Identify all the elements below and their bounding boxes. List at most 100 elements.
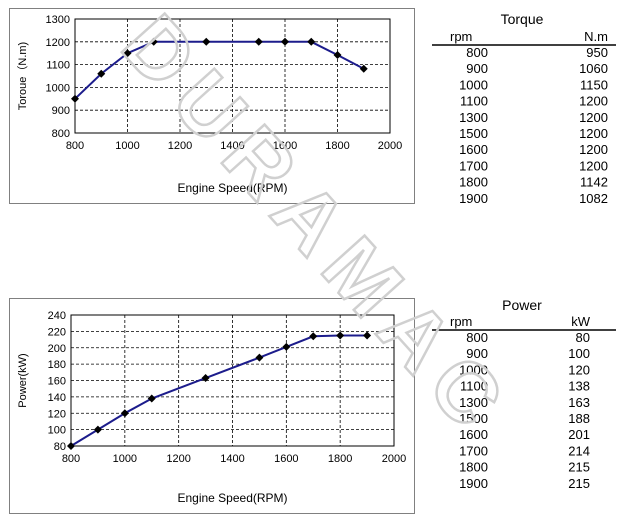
power-table-cell-rpm: 1800 bbox=[459, 460, 488, 475]
power-table-cell-value: 80 bbox=[576, 330, 590, 345]
power-table-cell-rpm: 1000 bbox=[459, 362, 488, 377]
torque-point bbox=[254, 37, 263, 46]
power-ylabel: Power(kW) bbox=[17, 353, 29, 407]
power-xtick-label: 1400 bbox=[220, 453, 244, 465]
torque-xtick-label: 1200 bbox=[168, 140, 192, 152]
power-ytick-label: 140 bbox=[48, 392, 66, 404]
torque-ylabel: Toroue（N.m) bbox=[16, 42, 29, 110]
torque-table-cell-value: 1200 bbox=[579, 94, 608, 109]
power-xtick-label: 1600 bbox=[274, 453, 298, 465]
torque-table-cell-rpm: 1600 bbox=[459, 142, 488, 157]
power-point bbox=[282, 342, 291, 351]
torque-table-cell-value: 1200 bbox=[579, 158, 608, 173]
power-ytick-label: 200 bbox=[48, 343, 66, 355]
power-point bbox=[120, 409, 129, 418]
power-table-cell-rpm: 1900 bbox=[459, 476, 488, 491]
torque-table-cell-rpm: 900 bbox=[466, 61, 488, 76]
power-table-title: Power bbox=[502, 297, 542, 313]
torque-ytick-label: 1100 bbox=[46, 60, 70, 72]
torque-point bbox=[123, 49, 132, 58]
power-ytick-label: 240 bbox=[48, 310, 66, 322]
power-point bbox=[147, 394, 156, 403]
torque-table-cell-rpm: 1800 bbox=[459, 175, 488, 190]
torque-table-cell-rpm: 1000 bbox=[459, 77, 488, 92]
power-ytick-label: 120 bbox=[48, 408, 66, 420]
torque-table-cell-value: 1200 bbox=[579, 110, 608, 125]
power-table-cell-value: 215 bbox=[568, 460, 590, 475]
torque-xlabel: Engine Speed(RPM) bbox=[177, 181, 287, 195]
torque-table-cell-value: 1142 bbox=[580, 175, 608, 190]
torque-table-cell-rpm: 1700 bbox=[459, 158, 488, 173]
power-table-cell-value: 120 bbox=[568, 362, 590, 377]
torque-point bbox=[71, 94, 79, 103]
torque-xtick-label: 1000 bbox=[115, 140, 139, 152]
torque-chart: 800 900 1000 1100 1200 1300 800 1000 1200 1400 160… bbox=[9, 8, 415, 204]
power-table-cell-value: 214 bbox=[568, 443, 590, 458]
power-table-cell-value: 215 bbox=[568, 476, 590, 491]
torque-frame bbox=[9, 8, 415, 204]
torque-point bbox=[97, 69, 106, 78]
power-point bbox=[93, 425, 102, 434]
torque-point bbox=[149, 37, 158, 46]
torque-point bbox=[307, 37, 316, 46]
power-point bbox=[201, 374, 210, 383]
torque-table-cell-rpm: 1300 bbox=[459, 110, 488, 125]
torque-xtick-label: 1600 bbox=[273, 140, 297, 152]
torque-table-panel: Torque rpm N.m 800 950 900 1060 1000 1150 1100 120… bbox=[430, 8, 620, 208]
torque-table-cell-value: 950 bbox=[586, 45, 608, 60]
power-table-cell-value: 163 bbox=[568, 395, 590, 410]
torque-point bbox=[281, 37, 289, 46]
torque-point bbox=[359, 64, 368, 73]
power-ytick-label: 80 bbox=[54, 441, 66, 453]
power-table-cell-value: 100 bbox=[568, 346, 590, 361]
power-series-line bbox=[70, 334, 368, 447]
power-table-cell-value: 188 bbox=[568, 411, 590, 426]
power-table-cell-rpm: 1700 bbox=[459, 443, 488, 458]
power-table-cell-rpm: 1300 bbox=[459, 395, 488, 410]
power-ytick-label: 160 bbox=[48, 376, 66, 388]
power-table-cell-value: 138 bbox=[568, 379, 590, 394]
power-point bbox=[309, 332, 318, 341]
power-xtick-label: 1200 bbox=[166, 453, 190, 465]
torque-point bbox=[202, 37, 211, 46]
torque-table-col-header: rpm bbox=[450, 29, 472, 44]
torque-ytick-label: 1000 bbox=[46, 82, 70, 94]
power-xtick-label: 2000 bbox=[382, 453, 406, 465]
power-plot-area bbox=[70, 314, 395, 447]
torque-chart-panel: 800 900 1000 1100 1200 1300 800 1000 1200 1400 160… bbox=[9, 8, 415, 204]
power-xtick-label: 1000 bbox=[113, 453, 137, 465]
power-point bbox=[363, 331, 372, 340]
power-table-cell-value: 201 bbox=[568, 427, 590, 442]
torque-series-line bbox=[74, 40, 365, 100]
torque-table-cell-value: 1150 bbox=[580, 77, 608, 92]
power-table-cell-rpm: 900 bbox=[466, 346, 488, 361]
torque-table-cell-value: 1200 bbox=[579, 142, 608, 157]
power-chart-panel: 80 100 120 140 160 180 200 220 240 800 1000 1200 140… bbox=[9, 298, 415, 514]
power-table-cell-rpm: 1500 bbox=[459, 411, 488, 426]
torque-table-title: Torque bbox=[501, 11, 544, 27]
power-table-cell-rpm: 1600 bbox=[459, 427, 488, 442]
power-xtick-label: 1800 bbox=[328, 453, 352, 465]
torque-table-cell-value: 1060 bbox=[579, 61, 608, 76]
power-xtick-label: 800 bbox=[62, 453, 80, 465]
power-ytick-label: 180 bbox=[48, 359, 66, 371]
torque-table-cell-rpm: 800 bbox=[466, 45, 488, 60]
torque-ytick-label: 1200 bbox=[46, 37, 70, 49]
torque-table: Torque rpm N.m 800 950 900 1060 1000 1150 1100 120… bbox=[432, 11, 616, 206]
torque-table-col-header: N.m bbox=[584, 29, 608, 44]
power-frame bbox=[9, 298, 415, 514]
power-table-col-header: rpm bbox=[450, 314, 472, 329]
torque-table-cell-rpm: 1100 bbox=[460, 94, 488, 109]
torque-ytick-label: 1300 bbox=[46, 14, 70, 26]
power-table-cell-rpm: 1100 bbox=[460, 379, 488, 394]
power-table-cell-rpm: 800 bbox=[466, 330, 488, 345]
torque-table-cell-rpm: 1500 bbox=[459, 126, 488, 141]
power-point bbox=[255, 353, 264, 362]
power-ytick-label: 220 bbox=[48, 326, 66, 338]
power-table-col-header: kW bbox=[571, 314, 591, 329]
power-ytick-label: 100 bbox=[48, 425, 66, 437]
torque-table-cell-value: 1200 bbox=[579, 126, 608, 141]
power-chart: 80 100 120 140 160 180 200 220 240 800 1000 1200 140… bbox=[9, 298, 415, 514]
torque-table-cell-value: 1082 bbox=[579, 191, 608, 206]
